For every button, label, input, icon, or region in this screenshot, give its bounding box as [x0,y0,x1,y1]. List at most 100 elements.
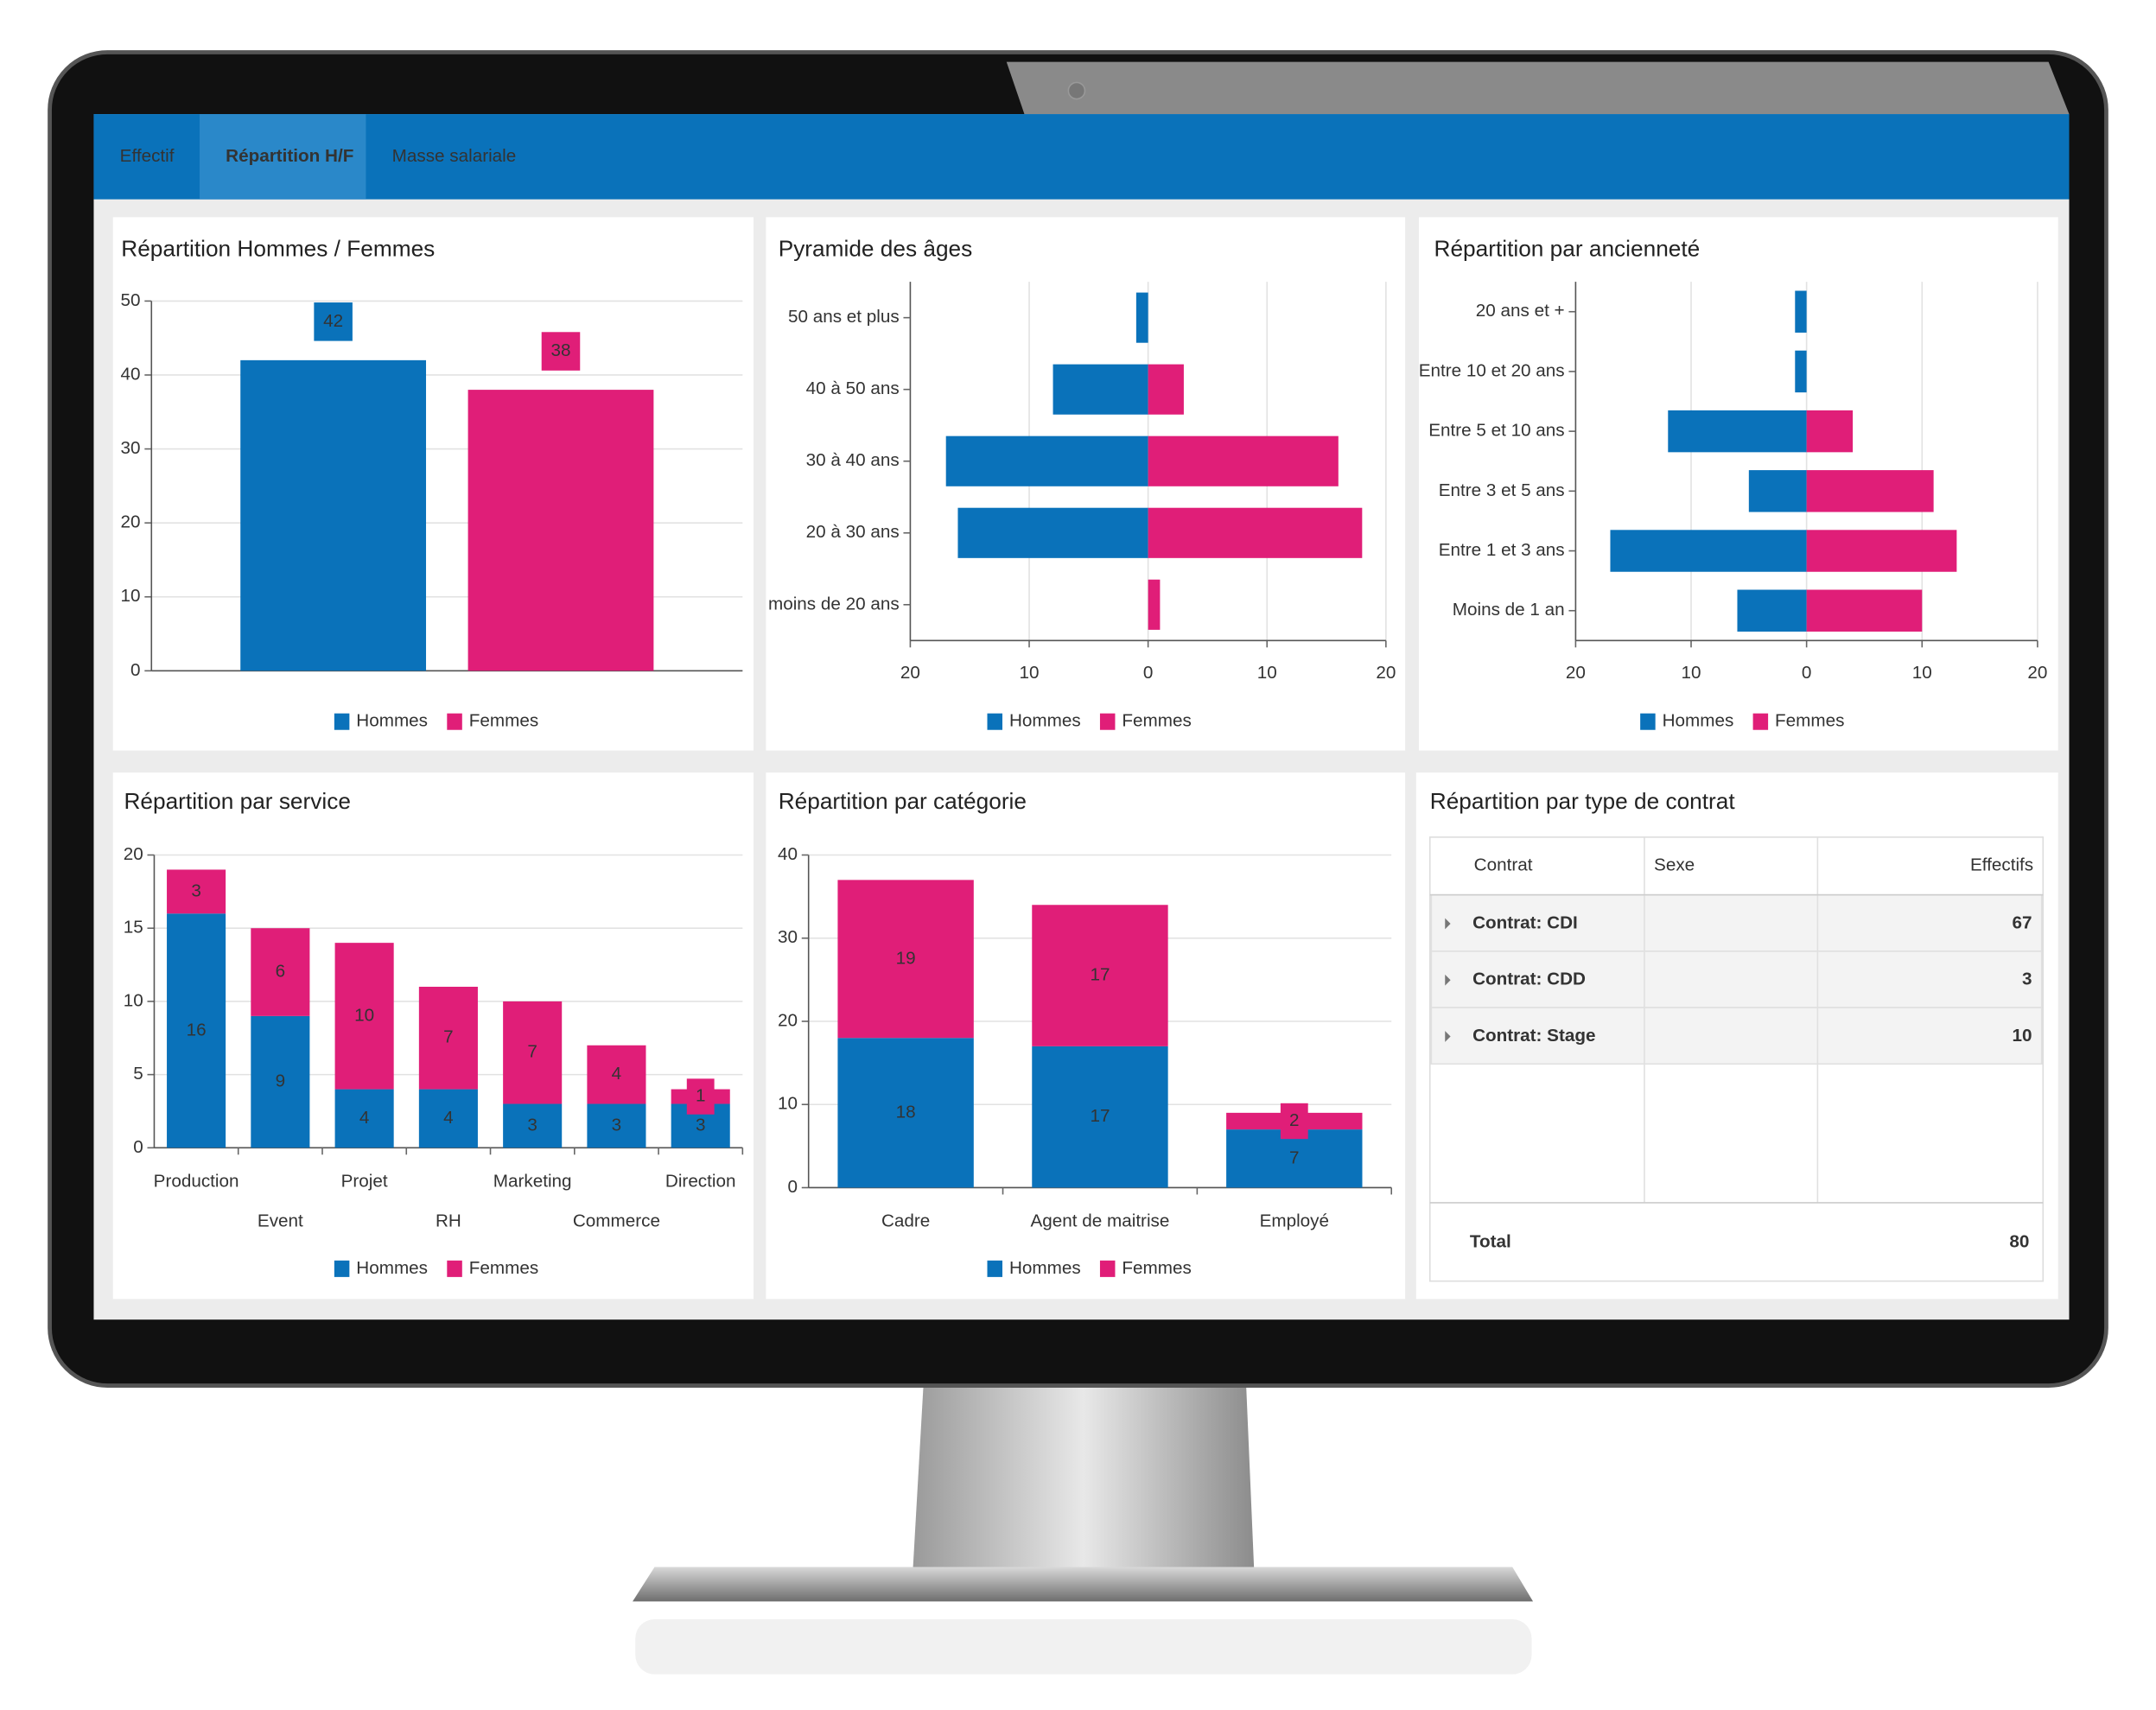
y-tick-label: 5 [133,1064,143,1084]
x-tick-label: 10 [1020,663,1040,683]
value-label: 7 [527,1042,537,1062]
bar [1806,589,1923,632]
bar [1748,470,1807,512]
value-label: 16 [187,1020,207,1039]
bar-segment [503,1001,563,1104]
value-label: 2 [1289,1110,1300,1130]
chart-title: Répartition par ancienneté [1434,235,1701,261]
x-tick-label: 20 [1376,663,1396,683]
bar-segment [837,880,974,1039]
monitor-neck [913,1374,1255,1567]
bar [1806,530,1957,572]
bar-segment [587,1103,646,1148]
tab[interactable]: Effectif [120,146,175,166]
legend-label[interactable]: Hommes [1663,711,1734,731]
y-tick-label: Moins de 1 an [1453,600,1565,620]
bar-segment [334,1089,394,1148]
bar [1737,589,1807,632]
y-tick-label: 50 ans et plus [788,307,900,327]
value-label: 3 [696,1115,706,1135]
tab[interactable]: Masse salariale [392,146,517,166]
y-tick-label: 10 [124,990,143,1010]
bar [1148,435,1339,486]
legend-label[interactable]: Femmes [1775,711,1844,731]
bezel-glare [1006,61,2070,115]
row-value: 67 [2013,913,2032,933]
bar [1148,364,1184,415]
x-tick-label: Commerce [573,1211,660,1231]
bar [1148,507,1363,558]
bar [1668,410,1807,453]
expand-arrow[interactable] [1445,974,1451,986]
bar-segment [418,986,478,1090]
x-tick-label: Projet [341,1172,388,1192]
chart-title: Répartition par catégorie [779,788,1027,814]
value-label: 7 [1289,1147,1300,1167]
expand-arrow[interactable] [1445,918,1451,930]
value-label: 9 [276,1071,286,1091]
x-tick-label: 10 [1257,663,1277,683]
row-label: Contrat: Stage [1472,1026,1595,1046]
legend-swatch [987,1260,1003,1277]
bar-segment [334,943,394,1090]
value-label: 19 [896,948,916,968]
legend-label[interactable]: Hommes [356,1258,428,1278]
value-label-box [686,1078,715,1115]
y-tick-label: 15 [124,918,143,938]
value-label: 3 [527,1115,537,1135]
tabs: Effectif Répartition H/F Masse salariale [120,114,517,200]
legend-label[interactable]: Hommes [356,711,428,731]
y-tick-label: 0 [787,1177,798,1197]
x-tick-label: 0 [1802,663,1811,683]
legend-swatch [1099,1260,1116,1277]
legend-swatch [447,713,462,730]
base-reflection [635,1619,1532,1675]
legend-label[interactable]: Femmes [469,711,538,731]
legend-swatch [1099,713,1116,730]
y-tick-label: 40 à 50 ans [806,378,900,398]
legend-label[interactable]: Femmes [1122,711,1191,731]
legend-label[interactable]: Femmes [1122,1258,1191,1278]
column-header[interactable]: Effectifs [1970,855,2033,875]
y-tick-label: 30 [121,438,141,458]
camera [1067,81,1086,100]
bar-segment [418,1089,478,1148]
legend-label[interactable]: Hommes [1009,1258,1081,1278]
value-label: 7 [443,1027,454,1047]
tab[interactable]: Répartition H/F [226,146,353,166]
y-tick-label: 20 ans et + [1476,301,1565,321]
y-tick-label: 30 à 40 ans [806,450,900,470]
x-tick-label: Employé [1260,1211,1329,1231]
table-title: Répartition par type de contrat [1430,788,1736,814]
y-tick-label: moins de 20 ans [768,594,900,613]
bar [1135,292,1148,343]
expand-arrow[interactable] [1445,1031,1451,1042]
y-tick-label: 10 [778,1094,798,1114]
value-label-box [314,302,353,341]
table-row-bg [1430,893,2043,952]
x-tick-label: Direction [665,1172,736,1192]
y-tick-label: 20 [778,1010,798,1030]
legend-swatch [987,713,1003,730]
bar [240,359,427,671]
bar [1795,290,1807,333]
monitor-base [633,1567,1534,1602]
value-label: 10 [354,1005,374,1025]
legend-swatch [334,713,350,730]
legend-label[interactable]: Hommes [1009,711,1081,731]
y-tick-label: Entre 1 et 3 ans [1439,540,1565,560]
legend-label[interactable]: Femmes [469,1258,538,1278]
table-row-bg [1430,1007,2043,1065]
bar-segment [1032,905,1168,1046]
column-header[interactable]: Contrat [1474,855,1533,875]
value-label: 38 [550,340,570,360]
legend-swatch [334,1260,350,1277]
bar-segment [167,869,226,914]
row-label: Contrat: CDI [1472,913,1578,933]
value-label-box [1280,1103,1308,1140]
column-header[interactable]: Sexe [1654,855,1695,875]
bar [1806,470,1934,512]
bar-segment [1226,1129,1363,1188]
